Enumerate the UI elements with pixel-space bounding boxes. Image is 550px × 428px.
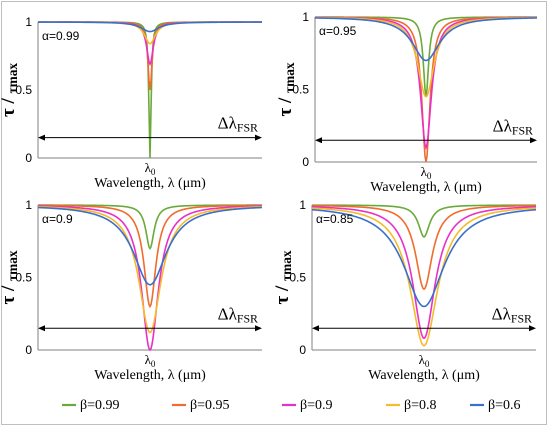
alpha-label: α=0.99 [42, 29, 80, 43]
alpha-label: α=0.95 [319, 24, 357, 38]
fsr-label: ΔλFSR [218, 114, 258, 135]
legend-item: β=0.6 [470, 398, 521, 413]
y-tick-label: 1 [25, 15, 32, 29]
fsr-label: ΔλFSR [218, 304, 258, 325]
legend-item: β=0.9 [282, 398, 333, 413]
fsr-label: ΔλFSR [492, 304, 532, 325]
legend: β=0.99 β=0.95 β=0.9 β=0.8 β=0.6 [62, 398, 521, 413]
fsr-arrow-right [529, 325, 536, 331]
legend-label: β=0.99 [80, 398, 120, 413]
y-axis-label: τ / τmax [275, 62, 297, 116]
fsr-arrow-right [255, 325, 262, 331]
x-axis-label: Wavelength, λ (μm) [94, 368, 206, 383]
x-axis-label: Wavelength, λ (μm) [94, 176, 206, 191]
legend-label: β=0.9 [300, 398, 333, 413]
x-tick-label: λ0 [145, 352, 156, 369]
x-tick-label: λ0 [145, 160, 156, 177]
y-tick-label: 0 [25, 343, 32, 357]
x-tick-label: λ0 [421, 164, 432, 181]
y-tick-label: 0 [25, 151, 32, 165]
x-axis-label: Wavelength, λ (μm) [368, 368, 480, 383]
fsr-arrow-right [530, 137, 537, 143]
legend-label: β=0.6 [488, 398, 521, 413]
legend-item: β=0.99 [62, 398, 120, 413]
x-tick-label: λ0 [419, 352, 430, 369]
legend-item: β=0.8 [386, 398, 437, 413]
fsr-arrow-left [38, 325, 45, 331]
y-axis-label: τ / τmax [0, 63, 20, 117]
y-axis-label: τ / τmax [272, 250, 294, 304]
y-tick-label: 1 [299, 198, 306, 212]
fsr-arrow-left [315, 137, 322, 143]
legend-label: β=0.95 [190, 398, 230, 413]
y-tick-label: 0 [302, 155, 309, 169]
curve-beta-0-8 [312, 208, 536, 346]
fsr-arrow-left [312, 325, 319, 331]
legend-item: β=0.95 [172, 398, 230, 413]
fsr-arrow-left [38, 135, 45, 141]
x-axis-label: Wavelength, λ (μm) [370, 180, 482, 195]
y-tick-label: 1 [302, 10, 309, 24]
fsr-arrow-right [255, 135, 262, 141]
alpha-label: α=0.9 [42, 212, 73, 226]
y-axis-label: τ / τmax [0, 250, 20, 304]
y-tick-label: 1 [25, 198, 32, 212]
fsr-label: ΔλFSR [493, 116, 533, 137]
legend-label: β=0.8 [404, 398, 437, 413]
y-tick-label: 0 [299, 343, 306, 357]
alpha-label: α=0.85 [316, 212, 354, 226]
